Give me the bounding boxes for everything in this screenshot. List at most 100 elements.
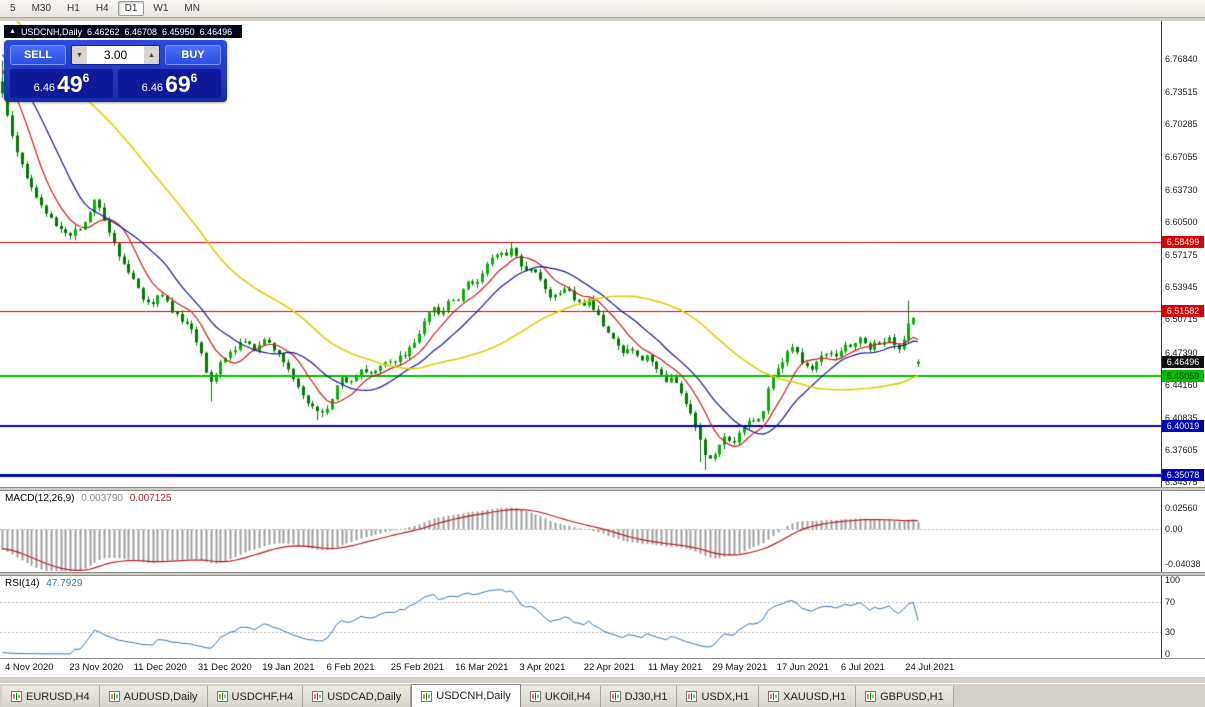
tab-label: XAUUSD,H1 bbox=[783, 690, 847, 703]
macd-axis-label: 0.00 bbox=[1165, 524, 1183, 535]
one-click-trading-panel: SELL ▼ 3.00 ▲ BUY 6.46 49 6 6.46 69 6 bbox=[4, 40, 227, 102]
panel-divider-macd[interactable] bbox=[0, 487, 1205, 491]
tab-label: GBPUSD,H1 bbox=[880, 690, 944, 703]
tab-label: AUDUSD,Daily bbox=[123, 690, 198, 703]
buy-price-big: 69 bbox=[165, 71, 191, 97]
ohlc-header: ▲ USDCNH,Daily 6.46262 6.46708 6.45950 6… bbox=[4, 25, 242, 38]
chart-icon bbox=[421, 690, 433, 702]
rsi-canvas[interactable] bbox=[0, 576, 1161, 658]
chart-tab-USDCAD-Daily[interactable]: USDCAD,Daily bbox=[303, 686, 412, 707]
sell-price[interactable]: 6.46 49 6 bbox=[10, 69, 113, 98]
macd-label: MACD(12,26,9) 0.003790 0.007125 bbox=[5, 493, 171, 504]
time-axis-label: 29 May 2021 bbox=[712, 662, 768, 673]
time-axis[interactable]: 4 Nov 2020 23 Nov 2020 11 Dec 2020 31 Dec 2… bbox=[0, 659, 1205, 677]
chart-icon bbox=[865, 691, 877, 702]
chart-tab-USDX-H1[interactable]: USDX,H1 bbox=[677, 686, 760, 707]
price-axis-label: 6.67055 bbox=[1165, 151, 1198, 162]
price-axis-label: 6.63730 bbox=[1165, 184, 1198, 195]
tab-label: DJ30,H1 bbox=[624, 690, 668, 703]
time-axis-label: 22 Apr 2021 bbox=[583, 662, 635, 673]
timeframe-button-D1[interactable]: D1 bbox=[117, 1, 145, 16]
collapse-panel-icon[interactable]: ▲ bbox=[9, 28, 16, 35]
buy-button[interactable]: BUY bbox=[165, 45, 221, 65]
chart-icon bbox=[768, 691, 780, 702]
low-value: 6.45950 bbox=[162, 26, 195, 37]
time-axis-label: 17 Jun 2021 bbox=[776, 662, 829, 673]
lot-decrease-button[interactable]: ▼ bbox=[72, 46, 87, 64]
chart-tab-DJ30-H1[interactable]: DJ30,H1 bbox=[600, 686, 678, 707]
timeframe-toolbar: 5 M30 H1 H4 D1 W1 MN bbox=[0, 0, 1205, 18]
tab-label: USDCAD,Daily bbox=[327, 690, 402, 703]
sell-price-big: 49 bbox=[57, 71, 83, 97]
chart-tab-EURUSD-H4[interactable]: EURUSD,H4 bbox=[2, 686, 100, 707]
lot-size-stepper: ▼ 3.00 ▲ bbox=[71, 45, 160, 65]
chart-window: ▲ USDCNH,Daily 6.46262 6.46708 6.45950 6… bbox=[0, 21, 1205, 660]
chart-tab-USDCNH-Daily[interactable]: USDCNH,Daily bbox=[411, 684, 521, 707]
rsi-axis-label: 70 bbox=[1165, 597, 1176, 608]
time-axis-separator bbox=[0, 658, 1205, 659]
tab-label: EURUSD,H4 bbox=[26, 690, 90, 703]
sell-price-small: 6.46 bbox=[33, 82, 56, 94]
tab-label: USDCNH,Daily bbox=[436, 690, 511, 702]
buy-price[interactable]: 6.46 69 6 bbox=[118, 69, 221, 98]
price-axis-label: 6.37605 bbox=[1165, 445, 1198, 456]
chart-tab-GBPUSD-H1[interactable]: GBPUSD,H1 bbox=[856, 686, 954, 707]
macd-signal-value: 0.007125 bbox=[129, 493, 172, 504]
time-axis-label: 31 Dec 2020 bbox=[197, 662, 252, 673]
timeframe-button-W1[interactable]: W1 bbox=[153, 3, 169, 14]
price-axis[interactable]: 6.76840 6.73515 6.70285 6.67055 6.63730 6.605… bbox=[1162, 21, 1205, 660]
price-axis-label: 6.57175 bbox=[1165, 250, 1198, 261]
macd-name: MACD(12,26,9) bbox=[5, 493, 75, 504]
sell-price-sup: 6 bbox=[82, 71, 90, 85]
rsi-axis-label: 0 bbox=[1165, 649, 1171, 660]
price-axis-label: 6.50715 bbox=[1165, 314, 1198, 325]
price-axis-label: 6.70285 bbox=[1165, 119, 1198, 130]
chart-tab-XAUUSD-H1[interactable]: XAUUSD,H1 bbox=[759, 686, 857, 707]
symbol-label: USDCNH,Daily bbox=[20, 26, 82, 37]
current-price-tag: 6.46496 bbox=[1162, 355, 1204, 368]
timeframe-button-H4[interactable]: H4 bbox=[95, 3, 109, 14]
chart-icon bbox=[108, 691, 120, 702]
chart-tab-USDCHF-H4[interactable]: USDCHF,H4 bbox=[207, 686, 304, 707]
time-axis-label: 25 Feb 2021 bbox=[390, 662, 445, 673]
level-price-tag: 6.58499 bbox=[1162, 235, 1204, 248]
panel-divider-rsi[interactable] bbox=[0, 572, 1205, 576]
time-axis-label: 6 Feb 2021 bbox=[326, 662, 375, 673]
level-price-tag: 6.45059 bbox=[1162, 369, 1204, 382]
rsi-label: RSI(14) 47.7929 bbox=[5, 578, 82, 589]
time-axis-label: 3 Apr 2021 bbox=[519, 662, 566, 673]
open-value: 6.46262 bbox=[86, 26, 120, 37]
tab-label: UKOil,H4 bbox=[544, 690, 591, 703]
timeframe-button-5[interactable]: 5 bbox=[10, 3, 16, 14]
time-axis-label: 11 May 2021 bbox=[648, 662, 703, 673]
lot-size-input[interactable]: 3.00 bbox=[87, 46, 144, 64]
chart-icon bbox=[11, 691, 22, 702]
lot-increase-button[interactable]: ▲ bbox=[144, 46, 159, 64]
timeframe-button-MN[interactable]: MN bbox=[184, 3, 200, 14]
time-axis-label: 6 Jul 2021 bbox=[840, 662, 885, 673]
level-price-tag: 6.51582 bbox=[1162, 304, 1204, 317]
price-axis-label: 6.34375 bbox=[1165, 477, 1198, 488]
chart-tab-AUDUSD-Daily[interactable]: AUDUSD,Daily bbox=[99, 686, 208, 707]
chart-icon bbox=[686, 691, 698, 702]
level-price-tag: 6.40019 bbox=[1162, 420, 1204, 433]
price-axis-label: 6.47390 bbox=[1165, 347, 1198, 358]
chart-icon bbox=[216, 691, 228, 702]
close-value: 6.46496 bbox=[199, 26, 233, 37]
timeframe-button-H1[interactable]: H1 bbox=[67, 3, 80, 14]
timeframe-button-M30[interactable]: M30 bbox=[31, 3, 52, 14]
tabbar-gap bbox=[0, 677, 1205, 683]
time-axis-label: 23 Nov 2020 bbox=[69, 662, 124, 673]
time-axis-label: 11 Dec 2020 bbox=[133, 662, 187, 673]
price-axis-label: 6.44160 bbox=[1165, 379, 1198, 390]
chart-tab-UKOil-H4[interactable]: UKOil,H4 bbox=[520, 686, 601, 707]
macd-canvas[interactable] bbox=[0, 491, 1161, 572]
price-axis-label: 6.76840 bbox=[1165, 54, 1198, 64]
chart-tabs-bar: EURUSD,H4 AUDUSD,Daily USDCHF,H4 USDCAD,Dai… bbox=[0, 683, 1205, 707]
sell-button[interactable]: SELL bbox=[10, 45, 66, 65]
axis-separator bbox=[1161, 21, 1162, 658]
level-price-tag: 6.35078 bbox=[1162, 469, 1204, 482]
buy-price-small: 6.46 bbox=[141, 82, 164, 94]
price-axis-label: 6.60500 bbox=[1165, 216, 1198, 227]
macd-axis-label: 0.02560 bbox=[1165, 502, 1198, 513]
